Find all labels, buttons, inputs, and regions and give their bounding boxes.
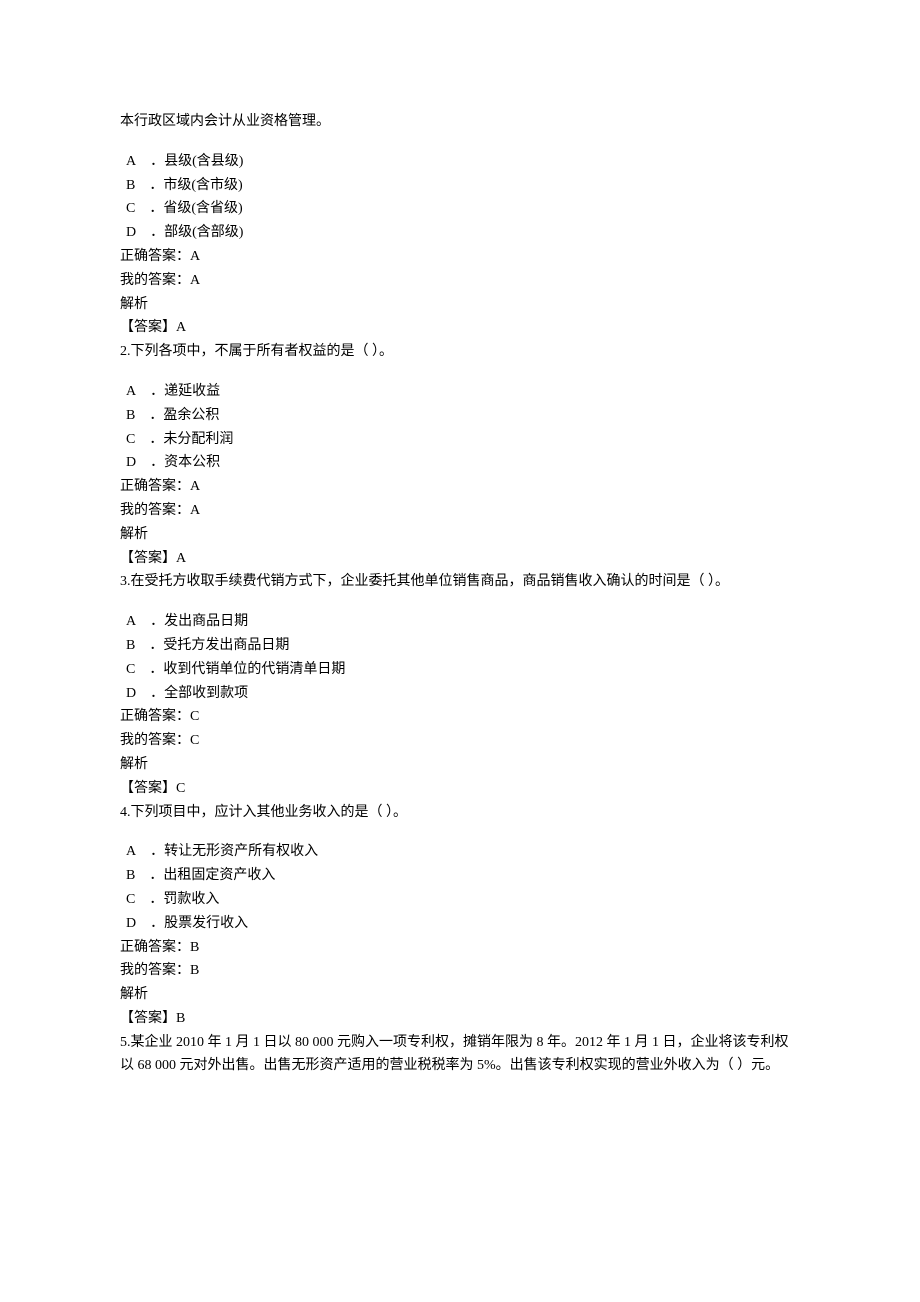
option-d: D ．股票发行收入 bbox=[120, 912, 800, 936]
option-text: 市级(含市级) bbox=[163, 178, 242, 193]
option-letter: C bbox=[126, 892, 135, 907]
option-text: 资本公积 bbox=[164, 455, 220, 470]
option-dot: ． bbox=[150, 455, 164, 470]
option-text: 发出商品日期 bbox=[164, 614, 248, 629]
option-b: B ．市级(含市级) bbox=[120, 174, 800, 198]
option-letter: D bbox=[126, 686, 136, 701]
option-letter: A bbox=[126, 844, 136, 859]
option-text: 转让无形资产所有权收入 bbox=[164, 844, 318, 859]
question-3-options: A．发出商品日期 B．受托方发出商品日期 C．收到代销单位的代销清单日期 D．全… bbox=[120, 610, 800, 705]
question-4: A．转让无形资产所有权收入 B．出租固定资产收入 C．罚款收入 D．股票发行收入… bbox=[120, 840, 800, 1078]
option-text: 受托方发出商品日期 bbox=[163, 638, 289, 653]
question-2-text: 2.下列各项中，不属于所有者权益的是（ ）。 bbox=[120, 340, 800, 364]
my-answer: 我的答案：B bbox=[120, 959, 800, 983]
option-a: A ．县级(含县级) bbox=[120, 150, 800, 174]
option-dot: ． bbox=[150, 154, 164, 169]
analysis-label: 解析 bbox=[120, 753, 800, 777]
my-answer: 我的答案：A bbox=[120, 499, 800, 523]
option-letter: C bbox=[126, 662, 135, 677]
my-answer: 我的答案：A bbox=[120, 269, 800, 293]
correct-answer: 正确答案：A bbox=[120, 245, 800, 269]
question-4-text: 4.下列项目中，应计入其他业务收入的是（ ）。 bbox=[120, 801, 800, 825]
option-text: 罚款收入 bbox=[163, 892, 219, 907]
question-2-options: A．递延收益 B．盈余公积 C．未分配利润 D．资本公积 bbox=[120, 380, 800, 475]
option-text: 县级(含县级) bbox=[164, 154, 243, 169]
option-letter: B bbox=[126, 178, 135, 193]
option-letter: D bbox=[126, 225, 136, 240]
option-c: C ．未分配利润 bbox=[120, 428, 800, 452]
option-text: 出租固定资产收入 bbox=[163, 868, 275, 883]
option-letter: C bbox=[126, 201, 135, 216]
option-d: D ．资本公积 bbox=[120, 451, 800, 475]
option-dot: ． bbox=[149, 408, 163, 423]
option-letter: A bbox=[126, 384, 136, 399]
option-c: C ．罚款收入 bbox=[120, 888, 800, 912]
question-4-options: A．转让无形资产所有权收入 B．出租固定资产收入 C．罚款收入 D．股票发行收入 bbox=[120, 840, 800, 935]
question-1: A．县级(含县级) B．市级(含市级) C．省级(含省级) D．部级(含部级) … bbox=[120, 150, 800, 364]
answer-key: 【答案】C bbox=[120, 777, 800, 801]
question-3-text: 3.在受托方收取手续费代销方式下，企业委托其他单位销售商品，商品销售收入确认的时… bbox=[120, 570, 800, 594]
option-c: C ．收到代销单位的代销清单日期 bbox=[120, 658, 800, 682]
option-dot: ． bbox=[149, 178, 163, 193]
option-letter: B bbox=[126, 868, 135, 883]
option-dot: ． bbox=[150, 225, 164, 240]
option-a: A ．递延收益 bbox=[120, 380, 800, 404]
option-a: A ．发出商品日期 bbox=[120, 610, 800, 634]
option-letter: A bbox=[126, 614, 136, 629]
option-text: 收到代销单位的代销清单日期 bbox=[163, 662, 345, 677]
option-dot: ． bbox=[149, 868, 163, 883]
option-text: 全部收到款项 bbox=[164, 686, 248, 701]
option-dot: ． bbox=[150, 614, 164, 629]
option-dot: ． bbox=[149, 892, 163, 907]
analysis-label: 解析 bbox=[120, 523, 800, 547]
question-2: A．递延收益 B．盈余公积 C．未分配利润 D．资本公积 正确答案：A 我的答案… bbox=[120, 380, 800, 594]
correct-answer: 正确答案：A bbox=[120, 475, 800, 499]
question-5-text: 5.某企业 2010 年 1 月 1 日以 80 000 元购入一项专利权，摊销… bbox=[120, 1031, 800, 1079]
my-answer: 我的答案：C bbox=[120, 729, 800, 753]
option-dot: ． bbox=[150, 686, 164, 701]
option-letter: B bbox=[126, 638, 135, 653]
option-dot: ． bbox=[149, 662, 163, 677]
option-b: B ．受托方发出商品日期 bbox=[120, 634, 800, 658]
analysis-label: 解析 bbox=[120, 293, 800, 317]
option-d: D ．部级(含部级) bbox=[120, 221, 800, 245]
answer-key: 【答案】B bbox=[120, 1007, 800, 1031]
answer-key: 【答案】A bbox=[120, 547, 800, 571]
option-dot: ． bbox=[149, 432, 163, 447]
option-c: C ．省级(含省级) bbox=[120, 197, 800, 221]
option-a: A ．转让无形资产所有权收入 bbox=[120, 840, 800, 864]
option-text: 未分配利润 bbox=[163, 432, 233, 447]
answer-key: 【答案】A bbox=[120, 316, 800, 340]
option-b: B ．盈余公积 bbox=[120, 404, 800, 428]
option-dot: ． bbox=[150, 916, 164, 931]
question-1-options: A．县级(含县级) B．市级(含市级) C．省级(含省级) D．部级(含部级) bbox=[120, 150, 800, 245]
option-text: 递延收益 bbox=[164, 384, 220, 399]
option-dot: ． bbox=[150, 384, 164, 399]
analysis-label: 解析 bbox=[120, 983, 800, 1007]
option-text: 部级(含部级) bbox=[164, 225, 243, 240]
option-letter: D bbox=[126, 916, 136, 931]
option-dot: ． bbox=[149, 201, 163, 216]
option-dot: ． bbox=[149, 638, 163, 653]
option-d: D ．全部收到款项 bbox=[120, 682, 800, 706]
option-text: 盈余公积 bbox=[163, 408, 219, 423]
option-letter: C bbox=[126, 432, 135, 447]
option-letter: D bbox=[126, 455, 136, 470]
option-b: B ．出租固定资产收入 bbox=[120, 864, 800, 888]
correct-answer: 正确答案：B bbox=[120, 936, 800, 960]
option-dot: ． bbox=[150, 844, 164, 859]
question-3: A．发出商品日期 B．受托方发出商品日期 C．收到代销单位的代销清单日期 D．全… bbox=[120, 610, 800, 824]
option-letter: A bbox=[126, 154, 136, 169]
option-text: 股票发行收入 bbox=[164, 916, 248, 931]
option-letter: B bbox=[126, 408, 135, 423]
option-text: 省级(含省级) bbox=[163, 201, 242, 216]
correct-answer: 正确答案：C bbox=[120, 705, 800, 729]
intro-text: 本行政区域内会计从业资格管理。 bbox=[120, 110, 800, 134]
